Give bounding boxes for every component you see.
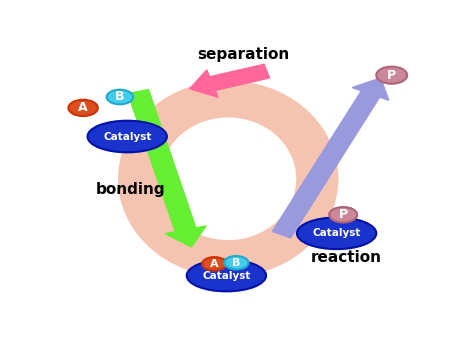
- Ellipse shape: [107, 90, 133, 104]
- Text: B: B: [232, 258, 240, 268]
- Polygon shape: [118, 81, 338, 277]
- FancyArrow shape: [273, 78, 389, 238]
- Text: separation: separation: [197, 47, 289, 62]
- Ellipse shape: [224, 256, 248, 269]
- Ellipse shape: [376, 67, 407, 84]
- Ellipse shape: [202, 257, 227, 270]
- Ellipse shape: [187, 260, 266, 291]
- Text: Catalyst: Catalyst: [202, 270, 251, 280]
- Ellipse shape: [68, 100, 98, 116]
- Text: A: A: [78, 101, 88, 114]
- Text: P: P: [387, 69, 396, 82]
- Text: B: B: [115, 91, 125, 103]
- Ellipse shape: [297, 217, 376, 249]
- Ellipse shape: [329, 207, 357, 222]
- Text: A: A: [210, 259, 219, 269]
- Text: bonding: bonding: [96, 182, 165, 197]
- Ellipse shape: [88, 121, 167, 152]
- FancyArrow shape: [128, 90, 206, 247]
- FancyArrow shape: [190, 64, 270, 97]
- Text: Catalyst: Catalyst: [312, 228, 361, 238]
- Text: reaction: reaction: [311, 250, 382, 265]
- Text: P: P: [338, 208, 348, 221]
- Text: Catalyst: Catalyst: [103, 132, 151, 142]
